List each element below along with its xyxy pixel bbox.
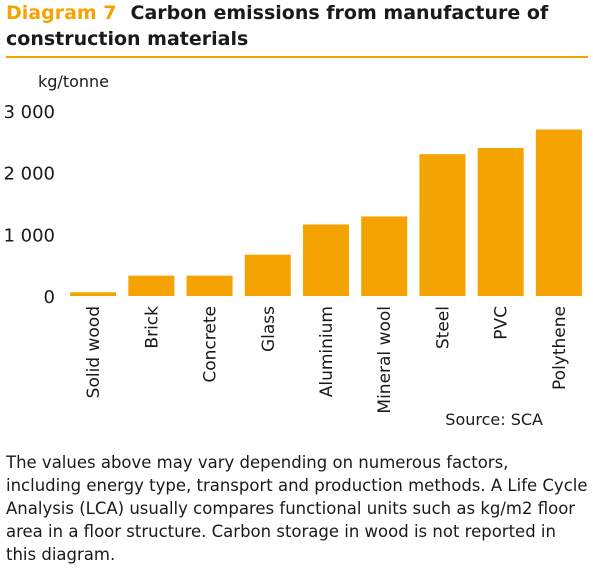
bar <box>535 129 582 296</box>
y-tick-label: 3 000 <box>3 102 55 123</box>
x-tick-label: Glass <box>259 306 279 352</box>
bar <box>303 224 349 296</box>
x-tick-label: PVC <box>492 306 512 340</box>
bar <box>419 154 466 296</box>
chart-title: Carbon emissions from manufacture of con… <box>6 2 549 50</box>
y-tick-labels: 0 1 000 2 000 3 000 <box>3 102 55 308</box>
diagram-number-label: Diagram 7 <box>6 2 117 24</box>
y-tick-label: 1 000 <box>3 225 55 246</box>
x-tick-label: Concrete <box>201 306 221 383</box>
bar <box>361 216 408 296</box>
footnote-text: The values above may vary depending on n… <box>6 453 588 564</box>
chart-title-block: Diagram 7 Carbon emissions from manufactu… <box>6 0 586 52</box>
bar-chart: kg/tonne 0 1 000 2 000 3 000 Solid wood Bric… <box>3 72 582 429</box>
bar <box>477 148 524 296</box>
title-divider <box>6 56 588 58</box>
source-label: Source: SCA <box>445 410 543 429</box>
x-tick-label: Brick <box>142 306 162 349</box>
bar <box>186 275 233 296</box>
y-tick-label: 0 <box>44 287 55 308</box>
x-tick-label: Solid wood <box>84 306 104 398</box>
bar <box>244 254 291 296</box>
x-tick-label: Polythene <box>550 306 570 390</box>
x-tick-label: Steel <box>433 306 453 349</box>
bars <box>70 129 582 296</box>
x-tick-label: Aluminium <box>317 306 337 397</box>
y-tick-label: 2 000 <box>3 164 55 185</box>
x-tick-labels: Solid wood Brick Concrete Glass Aluminium Min… <box>84 306 570 414</box>
x-tick-label: Mineral wool <box>375 306 395 414</box>
bar <box>70 292 117 296</box>
y-axis-label: kg/tonne <box>38 72 109 91</box>
bar <box>128 275 175 296</box>
